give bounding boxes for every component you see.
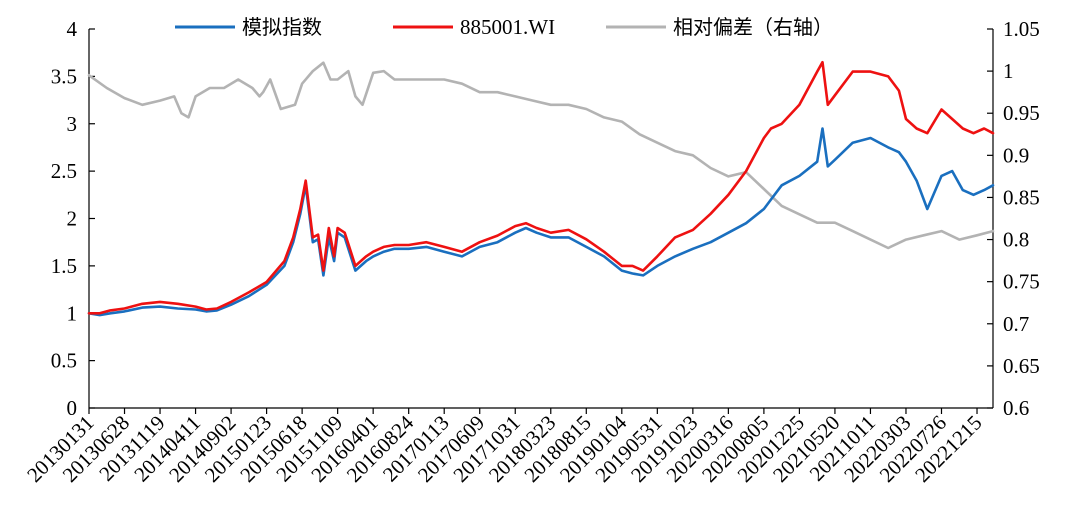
- left-y-tick-label: 2: [67, 207, 78, 231]
- right-y-tick-label: 0.8: [1003, 228, 1029, 252]
- legend-label-1: 885001.WI: [460, 15, 555, 39]
- right-y-tick-label: 0.6: [1003, 396, 1029, 420]
- left-y-tick-label: 3: [67, 112, 78, 136]
- legend-label-0: 模拟指数: [242, 15, 322, 39]
- series-line-0: [87, 127, 995, 317]
- chart-series: [87, 60, 995, 317]
- right-y-tick-label: 1.05: [1003, 17, 1040, 41]
- series-line-1: [87, 60, 995, 315]
- left-y-tick-label: 3.5: [51, 64, 77, 88]
- series-line-2: [87, 61, 995, 250]
- left-y-tick-label: 2.5: [51, 159, 77, 183]
- right-y-tick-label: 0.7: [1003, 312, 1029, 336]
- left-y-tick-label: 1.5: [51, 254, 77, 278]
- chart-legend: 模拟指数 885001.WI 相对偏差（右轴）: [175, 15, 833, 39]
- chart-axes: 0 0.5 1 1.5 2 2.5 3 3.5 4 0.6 0.65 0.7 0.75 0.8 0.85 0.…: [22, 17, 1040, 487]
- right-y-tick-label: 1: [1003, 59, 1014, 83]
- legend-label-2: 相对偏差（右轴）: [673, 15, 833, 39]
- left-y-tick-label: 4: [67, 17, 78, 41]
- left-y-tick-label: 0.5: [51, 349, 77, 373]
- right-y-tick-label: 0.85: [1003, 185, 1040, 209]
- right-y-tick-label: 0.65: [1003, 354, 1040, 378]
- right-y-tick-label: 0.75: [1003, 270, 1040, 294]
- right-y-tick-label: 0.9: [1003, 143, 1029, 167]
- left-y-tick-label: 0: [67, 396, 78, 420]
- left-y-tick-label: 1: [67, 301, 78, 325]
- right-y-tick-label: 0.95: [1003, 101, 1040, 125]
